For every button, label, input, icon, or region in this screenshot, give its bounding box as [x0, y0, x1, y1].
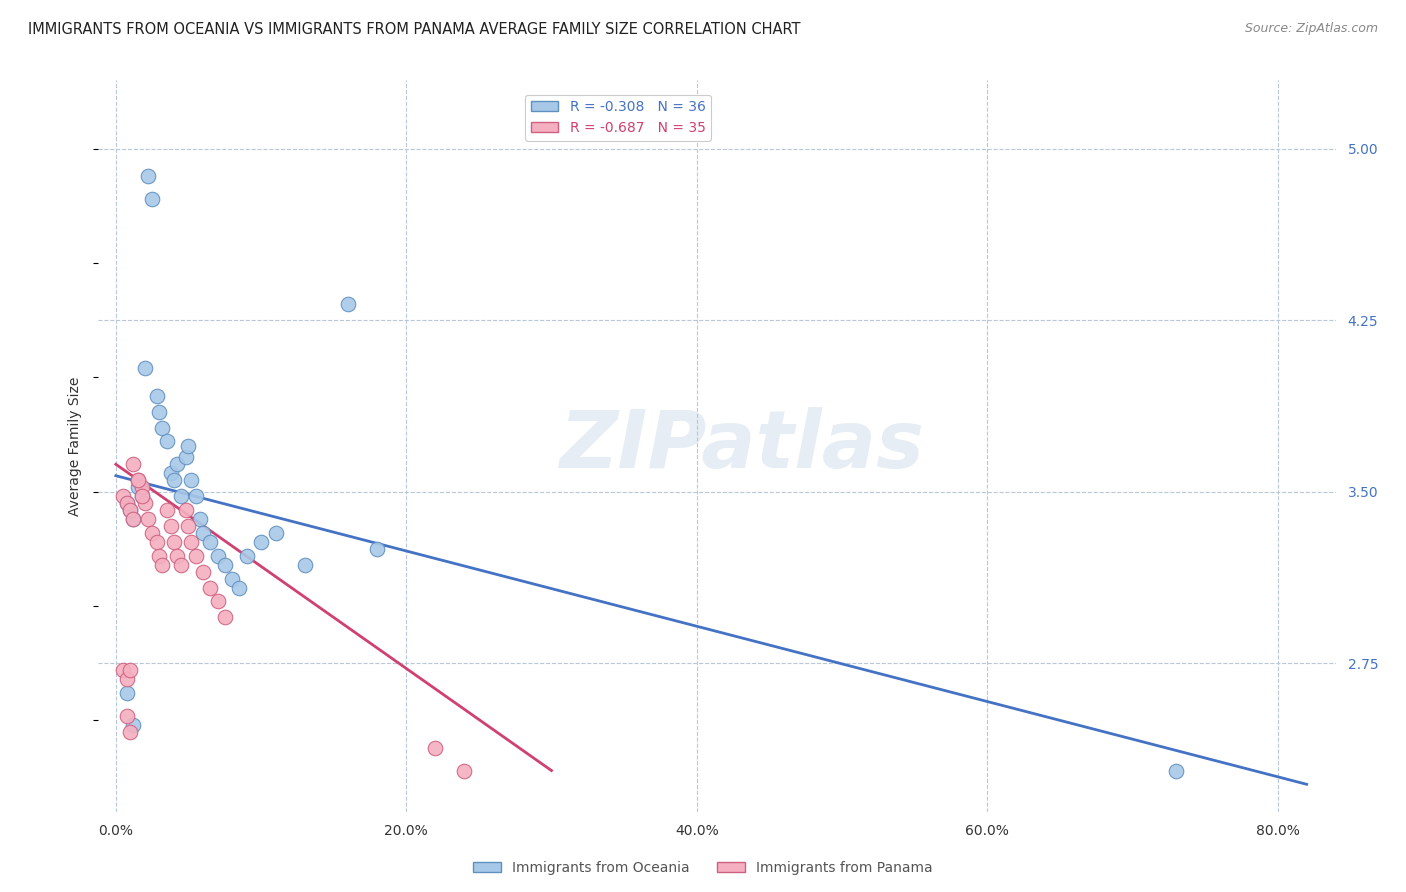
Point [136, 512, 159, 526]
Point [156, 434, 179, 449]
Legend: R = -0.308   N = 36, R = -0.687   N = 35: R = -0.308 N = 36, R = -0.687 N = 35 [524, 95, 711, 141]
Point [141, 192, 163, 206]
Point [184, 489, 207, 503]
Point [127, 473, 149, 487]
Point [156, 503, 179, 517]
Text: Source: ZipAtlas.com: Source: ZipAtlas.com [1244, 22, 1378, 36]
Point [131, 489, 153, 503]
Point [191, 525, 214, 540]
Point [117, 496, 139, 510]
Point [174, 450, 197, 465]
Text: IMMIGRANTS FROM OCEANIA VS IMMIGRANTS FROM PANAMA AVERAGE FAMILY SIZE CORRELATIO: IMMIGRANTS FROM OCEANIA VS IMMIGRANTS FR… [28, 22, 800, 37]
Point [120, 724, 142, 739]
Text: ZIPatlas: ZIPatlas [560, 407, 924, 485]
Point [131, 489, 153, 503]
Point [120, 503, 142, 517]
Point [214, 610, 236, 624]
Point [163, 535, 186, 549]
Point [170, 489, 193, 503]
Point [150, 421, 173, 435]
Point [145, 389, 167, 403]
Point [170, 558, 193, 572]
Point [166, 549, 188, 563]
Point [228, 581, 250, 595]
Y-axis label: Average Family Size: Average Family Size [69, 376, 83, 516]
Point [294, 558, 316, 572]
Point [264, 525, 287, 540]
Point [163, 473, 186, 487]
Point [180, 535, 202, 549]
Point [177, 519, 200, 533]
Point [145, 535, 167, 549]
Point [117, 708, 139, 723]
Point [221, 572, 243, 586]
Point [112, 663, 135, 677]
Point [148, 549, 170, 563]
Point [235, 549, 257, 563]
Point [120, 663, 142, 677]
Point [180, 473, 202, 487]
Point [177, 439, 200, 453]
Point [160, 467, 183, 481]
Point [122, 512, 145, 526]
Point [122, 718, 145, 732]
Point [117, 686, 139, 700]
Point [127, 480, 149, 494]
Point [214, 558, 236, 572]
Point [191, 565, 214, 579]
Point [134, 496, 156, 510]
Point [188, 512, 211, 526]
Point [250, 535, 273, 549]
Point [453, 764, 475, 778]
Point [122, 457, 145, 471]
Point [166, 457, 188, 471]
Point [200, 535, 222, 549]
Point [366, 541, 388, 556]
Point [184, 549, 207, 563]
Point [200, 581, 222, 595]
Point [136, 169, 159, 184]
Point [141, 525, 163, 540]
Point [120, 503, 142, 517]
Point [337, 297, 360, 311]
Point [148, 405, 170, 419]
Point [207, 549, 229, 563]
Point [160, 519, 183, 533]
Point [134, 361, 156, 376]
Legend: Immigrants from Oceania, Immigrants from Panama: Immigrants from Oceania, Immigrants from… [468, 855, 938, 880]
Point [425, 740, 447, 755]
Point [150, 558, 173, 572]
Point [1164, 764, 1187, 778]
Point [117, 672, 139, 686]
Point [131, 480, 153, 494]
Point [112, 489, 135, 503]
Point [207, 594, 229, 608]
Point [174, 503, 197, 517]
Point [127, 473, 149, 487]
Point [117, 496, 139, 510]
Point [122, 512, 145, 526]
